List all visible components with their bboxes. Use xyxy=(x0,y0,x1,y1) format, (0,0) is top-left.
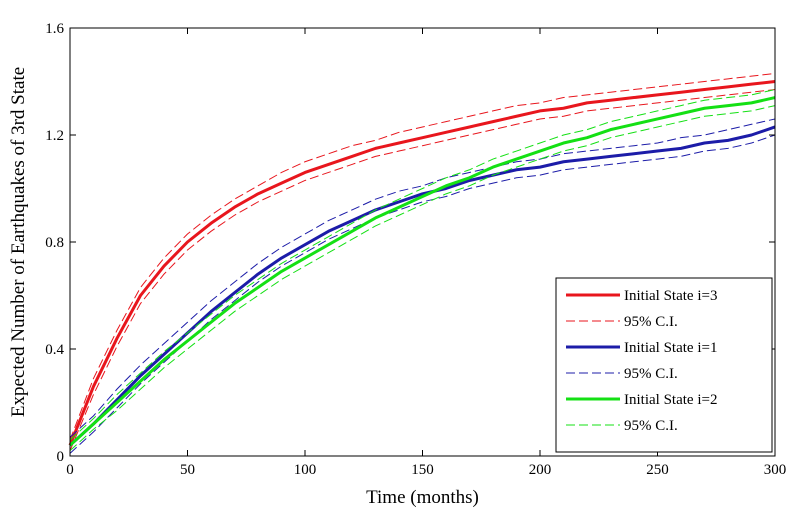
legend-label: Initial State i=1 xyxy=(624,340,717,356)
x-tick-label: 200 xyxy=(529,462,552,478)
y-tick-label: 0.4 xyxy=(45,342,64,358)
ci-line-8 xyxy=(69,105,776,452)
legend: Initial State i=3 95% C.I. Initial State i… xyxy=(555,277,773,453)
legend-label: 95% C.I. xyxy=(624,314,678,330)
ci-line-4 xyxy=(69,118,776,438)
y-tick-label: 0.8 xyxy=(45,235,64,251)
ci-line-1 xyxy=(69,72,776,441)
x-tick-label: 250 xyxy=(646,462,669,478)
legend-label: Initial State i=2 xyxy=(624,392,717,408)
legend-label: 95% C.I. xyxy=(624,366,678,382)
x-axis-label: Time (months) xyxy=(366,487,479,508)
x-tick-label: 0 xyxy=(66,462,74,478)
legend-box xyxy=(555,277,773,453)
x-tick-label: 300 xyxy=(764,462,787,478)
ci-line-2 xyxy=(69,89,776,451)
y-tick-label: 1.6 xyxy=(45,21,64,37)
ci-line-7 xyxy=(69,89,776,441)
series-line-0 xyxy=(68,80,776,446)
plot-lines xyxy=(68,72,776,454)
y-tick-label: 0 xyxy=(57,449,65,465)
series-line-6 xyxy=(68,96,776,447)
axis-ticks: 0 50 100 150 200 250 300 0 0.4 0.8 1.2 1.6 xyxy=(45,21,786,478)
y-tick-label: 1.2 xyxy=(45,128,64,144)
x-tick-label: 50 xyxy=(180,462,195,478)
x-tick-label: 150 xyxy=(411,462,434,478)
legend-label: 95% C.I. xyxy=(624,418,678,434)
y-axis-label: Expected Number of Earthquakes of 3rd St… xyxy=(8,67,29,417)
legend-label: Initial State i=3 xyxy=(624,288,717,304)
x-tick-label: 100 xyxy=(294,462,317,478)
